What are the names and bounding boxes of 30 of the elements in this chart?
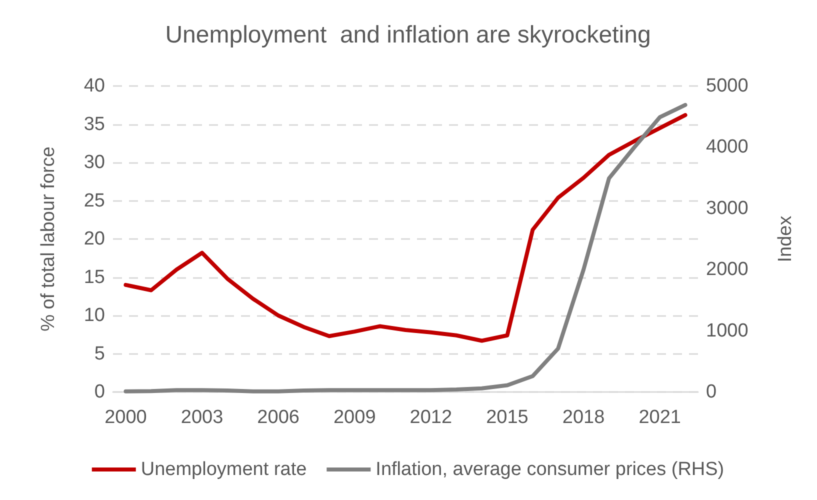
y-tick-label: 25: [84, 190, 105, 212]
x-tick-label: 2006: [257, 407, 300, 428]
y-tick-label: 5: [94, 343, 105, 364]
y2-tick-label: 3000: [706, 198, 748, 219]
y-tick-label: 40: [84, 76, 105, 96]
x-tick-label: 2012: [410, 407, 452, 428]
x-tick-label: 2018: [562, 407, 605, 428]
legend-label: Unemployment rate: [140, 459, 307, 480]
line-series: [124, 113, 688, 343]
y2-tick-label: 1000: [706, 320, 748, 342]
chart-title: Unemployment and inflation are skyrocketing: [165, 22, 651, 48]
line-series: [124, 102, 688, 394]
y-tick-label: 30: [84, 152, 105, 173]
x-tick-label: 2003: [180, 407, 224, 428]
y2-tick-label: 2000: [706, 259, 748, 280]
x-tick-label: 2000: [104, 407, 147, 428]
y2-tick-label: 0: [706, 382, 717, 402]
y-tick-label: 15: [84, 266, 105, 288]
y-tick-label: 10: [84, 305, 105, 326]
x-tick-label: 2009: [333, 407, 376, 428]
legend-label: Inflation, average consumer prices (RHS): [376, 459, 724, 480]
y2-tick-label: 5000: [706, 76, 748, 96]
y-tick-label: 20: [84, 228, 105, 250]
y2-axis-title: Index: [775, 215, 796, 262]
y-tick-label: 35: [84, 114, 105, 135]
y2-tick-label: 4000: [706, 136, 748, 158]
y-axis-title: % of total labour force: [38, 146, 59, 332]
x-tick-label: 2021: [638, 407, 681, 428]
y-tick-label: 0: [94, 382, 105, 402]
x-tick-label: 2015: [486, 407, 528, 428]
